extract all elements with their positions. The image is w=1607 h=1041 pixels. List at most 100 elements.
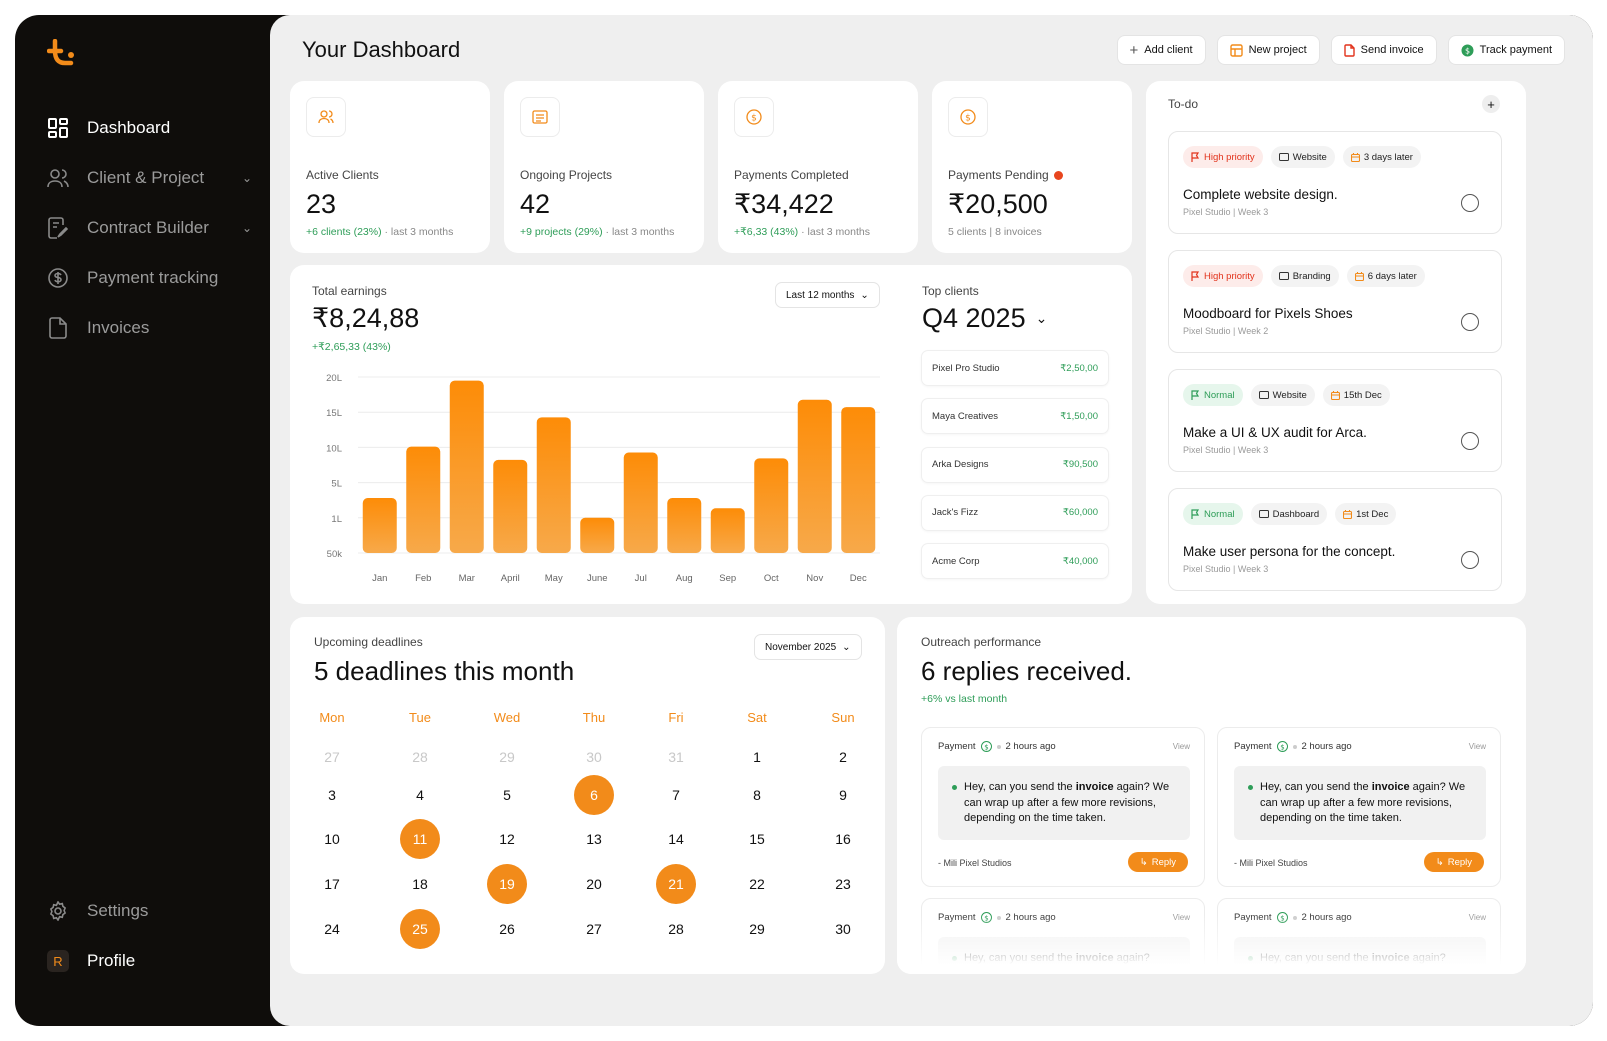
calendar-day[interactable]: 28: [668, 921, 684, 937]
calendar-day[interactable]: 29: [749, 921, 765, 937]
calendar-day[interactable]: 30: [586, 749, 602, 765]
due-tag[interactable]: 6 days later: [1346, 265, 1425, 287]
bar[interactable]: [580, 517, 615, 553]
view-link[interactable]: View: [1468, 742, 1486, 751]
client-row[interactable]: Acme Corp ₹40,000: [921, 543, 1109, 580]
calendar-day[interactable]: 4: [416, 787, 424, 803]
bar[interactable]: [406, 446, 441, 553]
add-client-button[interactable]: + Add client: [1116, 35, 1206, 65]
priority-tag[interactable]: High priority: [1183, 146, 1263, 168]
calendar-day[interactable]: 15: [749, 831, 765, 847]
chevron-down-icon[interactable]: ⌄: [241, 171, 252, 185]
bar[interactable]: [493, 459, 528, 553]
due-tag[interactable]: 3 days later: [1342, 146, 1421, 168]
top-clients-period-select[interactable]: Q4 2025 ⌄: [922, 303, 1047, 334]
sidebar-item-invoices[interactable]: Invoices: [47, 303, 252, 353]
calendar-day[interactable]: 26: [499, 921, 515, 937]
bar[interactable]: [710, 508, 745, 553]
calendar-day[interactable]: 27: [324, 749, 340, 765]
bar[interactable]: [754, 458, 789, 553]
client-row[interactable]: Maya Creatives ₹1,50,00: [921, 398, 1109, 435]
calendar-day[interactable]: 5: [503, 787, 511, 803]
due-tag[interactable]: 1st Dec: [1335, 503, 1397, 525]
complete-checkbox[interactable]: [1461, 432, 1479, 450]
bar[interactable]: [667, 498, 702, 553]
calendar-deadline-day[interactable]: 21: [656, 864, 696, 904]
calendar-day[interactable]: 7: [672, 787, 680, 803]
calendar-day[interactable]: 20: [586, 876, 602, 892]
outreach-message[interactable]: Payment $2 hours ago View Hey, can you send…: [921, 727, 1205, 887]
bar[interactable]: [797, 399, 832, 553]
calendar-day[interactable]: 24: [324, 921, 340, 937]
bar[interactable]: [536, 417, 571, 553]
priority-tag[interactable]: Normal: [1183, 384, 1243, 406]
track-payment-button[interactable]: $ Track payment: [1447, 35, 1565, 65]
stat-card-active-clients[interactable]: Active Clients 23 +6 clients (23%) · las…: [290, 81, 490, 253]
send-invoice-button[interactable]: Send invoice: [1330, 35, 1437, 65]
calendar-day[interactable]: 14: [668, 831, 684, 847]
bar[interactable]: [841, 407, 876, 553]
calendar-day[interactable]: 22: [749, 876, 765, 892]
category-tag[interactable]: Dashboard: [1250, 503, 1328, 525]
calendar-day[interactable]: 2: [839, 749, 847, 765]
calendar-day[interactable]: 3: [328, 787, 336, 803]
bar[interactable]: [449, 380, 484, 553]
reply-button[interactable]: ↳ Reply: [1127, 852, 1188, 872]
calendar-deadline-day[interactable]: 19: [487, 864, 527, 904]
category-tag[interactable]: Website: [1250, 384, 1315, 406]
sidebar-item-payment-tracking[interactable]: Payment tracking: [47, 253, 252, 303]
category-tag[interactable]: Branding: [1270, 265, 1339, 287]
category-tag[interactable]: Website: [1270, 146, 1335, 168]
client-row[interactable]: Arka Designs ₹90,500: [921, 446, 1109, 483]
client-row[interactable]: Jack's Fizz ₹60,000: [921, 494, 1109, 531]
complete-checkbox[interactable]: [1461, 313, 1479, 331]
sidebar-item-dashboard[interactable]: Dashboard: [47, 103, 252, 153]
calendar-day[interactable]: 28: [412, 749, 428, 765]
stat-card-payments-completed[interactable]: $ Payments Completed ₹34,422 +₹6,33 (43%…: [718, 81, 918, 253]
priority-tag[interactable]: Normal: [1183, 503, 1243, 525]
todo-item[interactable]: Normal Dashboard 1st Dec Make user persona …: [1168, 488, 1502, 591]
calendar-day[interactable]: 13: [586, 831, 602, 847]
bar[interactable]: [362, 498, 397, 553]
outreach-message[interactable]: Payment $2 hours ago View Hey, can you send…: [1217, 727, 1501, 887]
todo-item[interactable]: High priority Branding 6 days later Moodboa…: [1168, 250, 1502, 353]
stat-card-ongoing-projects[interactable]: Ongoing Projects 42 +9 projects (29%) · …: [504, 81, 704, 253]
chevron-down-icon[interactable]: ⌄: [241, 221, 252, 235]
calendar-day[interactable]: 12: [499, 831, 515, 847]
calendar-day[interactable]: 1: [753, 749, 761, 765]
due-tag[interactable]: 15th Dec: [1322, 384, 1390, 406]
view-link[interactable]: View: [1172, 742, 1190, 751]
calendar-day[interactable]: 29: [499, 749, 515, 765]
calendar-day[interactable]: 23: [835, 876, 851, 892]
calendar-day[interactable]: 30: [835, 921, 851, 937]
calendar-day[interactable]: 10: [324, 831, 340, 847]
month-select[interactable]: November 2025 ⌄: [754, 634, 862, 660]
calendar-day[interactable]: 9: [839, 787, 847, 803]
new-project-button[interactable]: New project: [1216, 35, 1320, 65]
stat-card-payments-pending[interactable]: $ Payments Pending ₹20,500 5 clients | 8…: [932, 81, 1132, 253]
complete-checkbox[interactable]: [1461, 551, 1479, 569]
calendar-day[interactable]: 18: [412, 876, 428, 892]
calendar-deadline-day[interactable]: 11: [400, 819, 440, 859]
bar[interactable]: [623, 452, 658, 553]
sidebar-item-contract-builder[interactable]: Contract Builder ⌄: [47, 203, 252, 253]
todo-item[interactable]: High priority Website 3 days later Complete…: [1168, 131, 1502, 234]
todo-item[interactable]: Normal Website 15th Dec Make a UI & UX audi…: [1168, 369, 1502, 472]
calendar-deadline-day[interactable]: 6: [574, 775, 614, 815]
priority-tag[interactable]: High priority: [1183, 265, 1263, 287]
sidebar-item-profile[interactable]: R Profile: [47, 936, 252, 986]
calendar-day[interactable]: 31: [668, 749, 684, 765]
calendar-day[interactable]: 27: [586, 921, 602, 937]
calendar-day[interactable]: 17: [324, 876, 340, 892]
add-todo-button[interactable]: +: [1482, 95, 1500, 113]
brand-logo-icon[interactable]: [47, 39, 79, 71]
sidebar-item-client-project[interactable]: Client & Project ⌄: [47, 153, 252, 203]
calendar-deadline-day[interactable]: 25: [400, 909, 440, 949]
reply-button[interactable]: ↳ Reply: [1423, 852, 1484, 872]
sidebar-item-settings[interactable]: Settings: [47, 886, 252, 936]
calendar-day[interactable]: 8: [753, 787, 761, 803]
complete-checkbox[interactable]: [1461, 194, 1479, 212]
range-select[interactable]: Last 12 months ⌄: [775, 282, 880, 308]
calendar-day[interactable]: 16: [835, 831, 851, 847]
client-row[interactable]: Pixel Pro Studio ₹2,50,00: [921, 350, 1109, 386]
